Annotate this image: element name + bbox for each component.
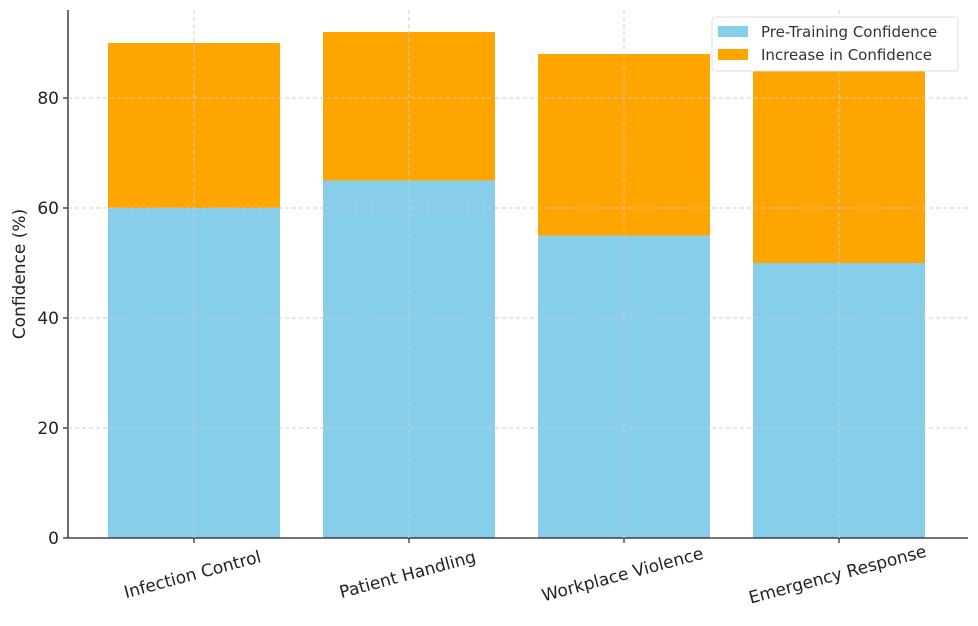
legend-swatch-1 — [718, 49, 748, 60]
y-tick-label: 20 — [37, 419, 59, 439]
x-ticks: Infection Control Patient Handling Workpla… — [122, 538, 929, 609]
bar-pre-training-3 — [753, 263, 925, 538]
legend: Pre-Training Confidence Increase in Confi… — [711, 16, 959, 72]
grid-overlay — [68, 10, 968, 538]
y-tick-label: 0 — [48, 529, 59, 549]
bar-pre-training-1 — [323, 180, 495, 538]
x-tick-label: Workplace Violence — [540, 544, 706, 606]
legend-swatch-0 — [718, 26, 748, 37]
y-ticks: 0 20 40 60 80 — [37, 89, 68, 549]
y-tick-label: 80 — [37, 89, 59, 109]
y-axis-label: Confidence (%) — [10, 209, 30, 339]
legend-label-0: Pre-Training Confidence — [761, 23, 937, 41]
x-tick-label: Infection Control — [122, 547, 263, 603]
y-tick-label: 40 — [37, 309, 59, 329]
bar-increase-1 — [323, 32, 495, 181]
legend-box — [711, 16, 959, 72]
legend-label-1: Increase in Confidence — [761, 46, 932, 64]
y-tick-label: 60 — [37, 199, 59, 219]
bars — [108, 32, 925, 538]
x-tick-label: Patient Handling — [337, 547, 478, 603]
x-tick-label: Emergency Response — [747, 542, 929, 609]
bar-pre-training-2 — [538, 235, 710, 538]
